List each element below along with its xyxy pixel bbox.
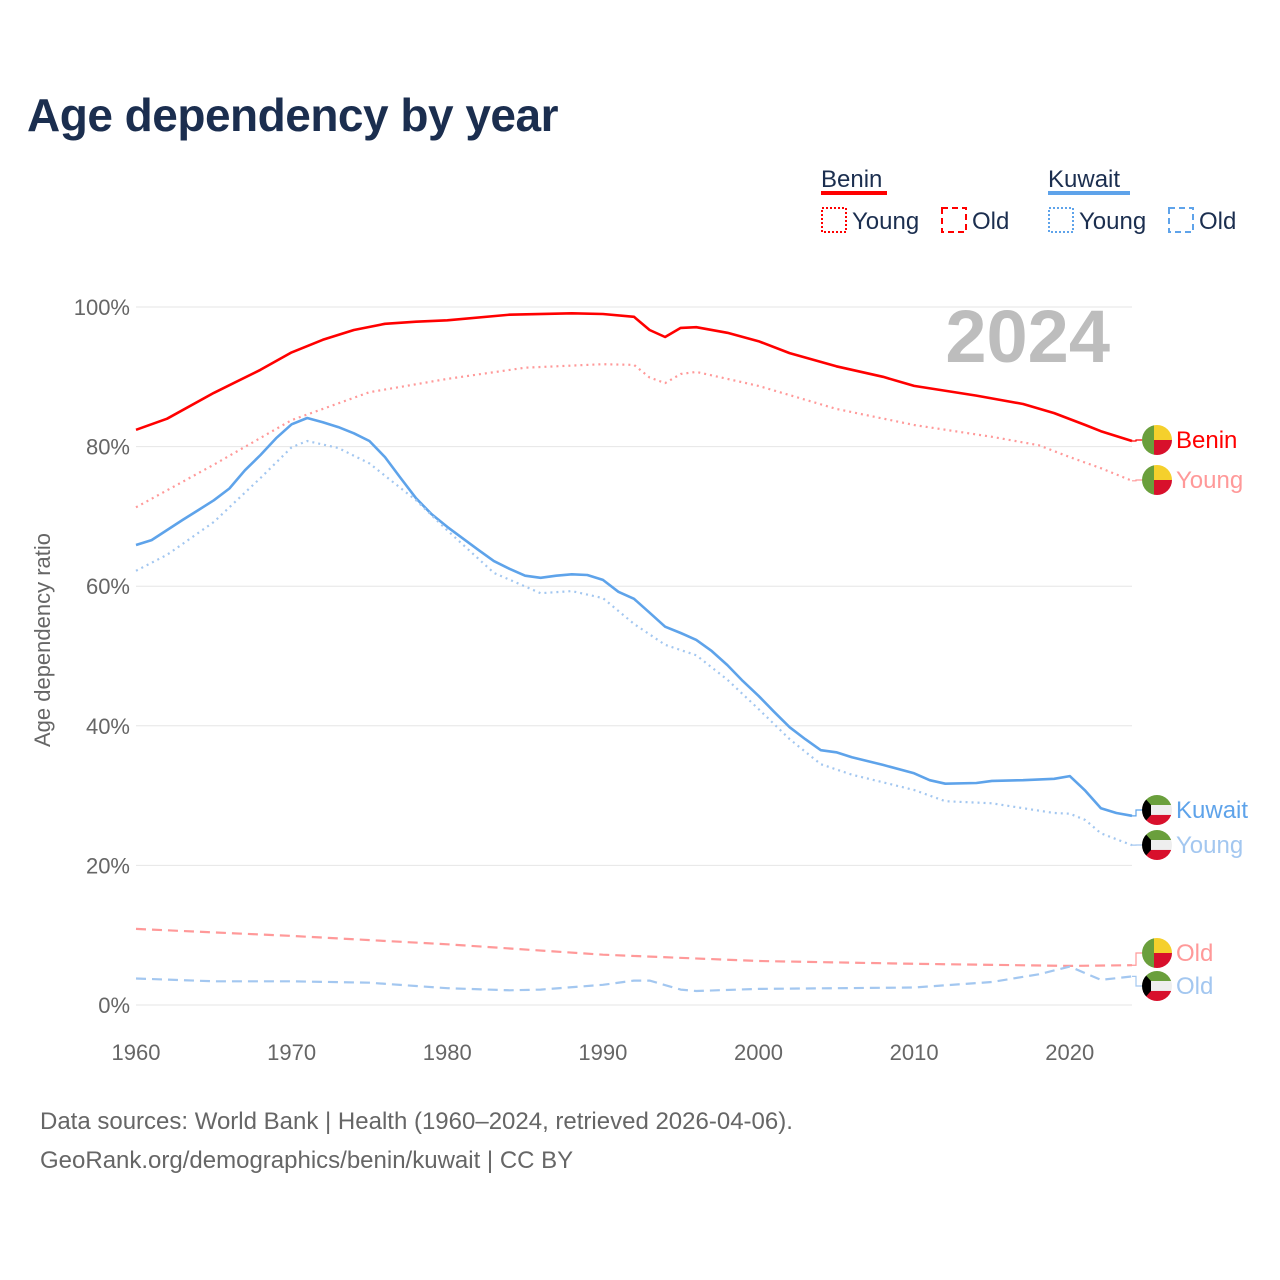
series-line-kuwait <box>135 416 1133 818</box>
legend-old: Old <box>1199 208 1236 235</box>
legend-young: Young <box>852 208 919 235</box>
end-labels: Benin Young Kuwait Young Old Old <box>1132 425 1248 1001</box>
benin-flag-icon <box>1142 938 1172 968</box>
label-connector <box>1132 952 1142 966</box>
y-tick-label: 20% <box>86 853 130 878</box>
benin-flag-icon <box>1142 465 1172 495</box>
legend-dashed-swatch <box>941 207 967 233</box>
legend-dotted-swatch <box>1048 207 1074 233</box>
end-label: Old <box>1176 973 1213 1000</box>
y-tick-label: 80% <box>86 435 130 460</box>
attribution-line[interactable]: GeoRank.org/demographics/benin/kuwait | … <box>40 1147 574 1174</box>
series-line-benin <box>135 312 1133 443</box>
chart-title: Age dependency by year <box>27 89 558 141</box>
label-connector <box>1132 439 1142 442</box>
grid <box>136 306 1132 1006</box>
label-connector <box>1132 809 1142 817</box>
legend-swatch-kuwait <box>1048 191 1130 195</box>
x-tick-label: 2020 <box>1045 1040 1094 1065</box>
year-overlay: 2024 <box>945 295 1110 378</box>
legend-country: Benin <box>821 166 882 193</box>
benin-flag-icon <box>1142 425 1172 455</box>
label-connector <box>1132 479 1142 482</box>
kuwait-flag-icon <box>1142 830 1172 860</box>
source-line: Data sources: World Bank | Health (1960–… <box>40 1108 793 1135</box>
x-tick-label: 1960 <box>112 1040 161 1065</box>
label-connector <box>1132 975 1142 987</box>
y-axis-label: Age dependency ratio <box>30 533 55 747</box>
x-tick-label: 2010 <box>890 1040 939 1065</box>
series-line-benin-old <box>135 927 1133 967</box>
y-axis: 0% 20% 40% 60% 80% 100% <box>74 295 130 1018</box>
end-label: Young <box>1176 467 1243 494</box>
y-tick-label: 60% <box>86 574 130 599</box>
end-label: Young <box>1176 832 1243 859</box>
legend-swatch-benin <box>821 191 887 195</box>
legend-young: Young <box>1079 208 1146 235</box>
kuwait-flag-icon <box>1142 971 1172 1001</box>
series-line-kuwait-old <box>135 965 1133 993</box>
legend-dashed-swatch <box>1168 207 1194 233</box>
end-label: Old <box>1176 940 1213 967</box>
x-tick-label: 1970 <box>267 1040 316 1065</box>
kuwait-flag-icon <box>1142 795 1172 825</box>
legend: Benin Young Old Kuwait Young Old <box>821 166 1236 235</box>
x-axis: 1960 1970 1980 1990 2000 2010 2020 <box>112 1040 1095 1065</box>
y-tick-label: 40% <box>86 714 130 739</box>
end-label: Benin <box>1176 427 1237 454</box>
x-tick-label: 1990 <box>578 1040 627 1065</box>
y-tick-label: 0% <box>98 993 130 1018</box>
series-line-kuwait-young <box>135 439 1133 847</box>
series-lines <box>135 312 1133 993</box>
y-tick-label: 100% <box>74 295 130 320</box>
x-tick-label: 1980 <box>423 1040 472 1065</box>
x-tick-label: 2000 <box>734 1040 783 1065</box>
end-label: Kuwait <box>1176 797 1248 824</box>
legend-old: Old <box>972 208 1009 235</box>
legend-dotted-swatch <box>821 207 847 233</box>
legend-country: Kuwait <box>1048 166 1120 193</box>
series-line-benin-young <box>135 363 1133 509</box>
